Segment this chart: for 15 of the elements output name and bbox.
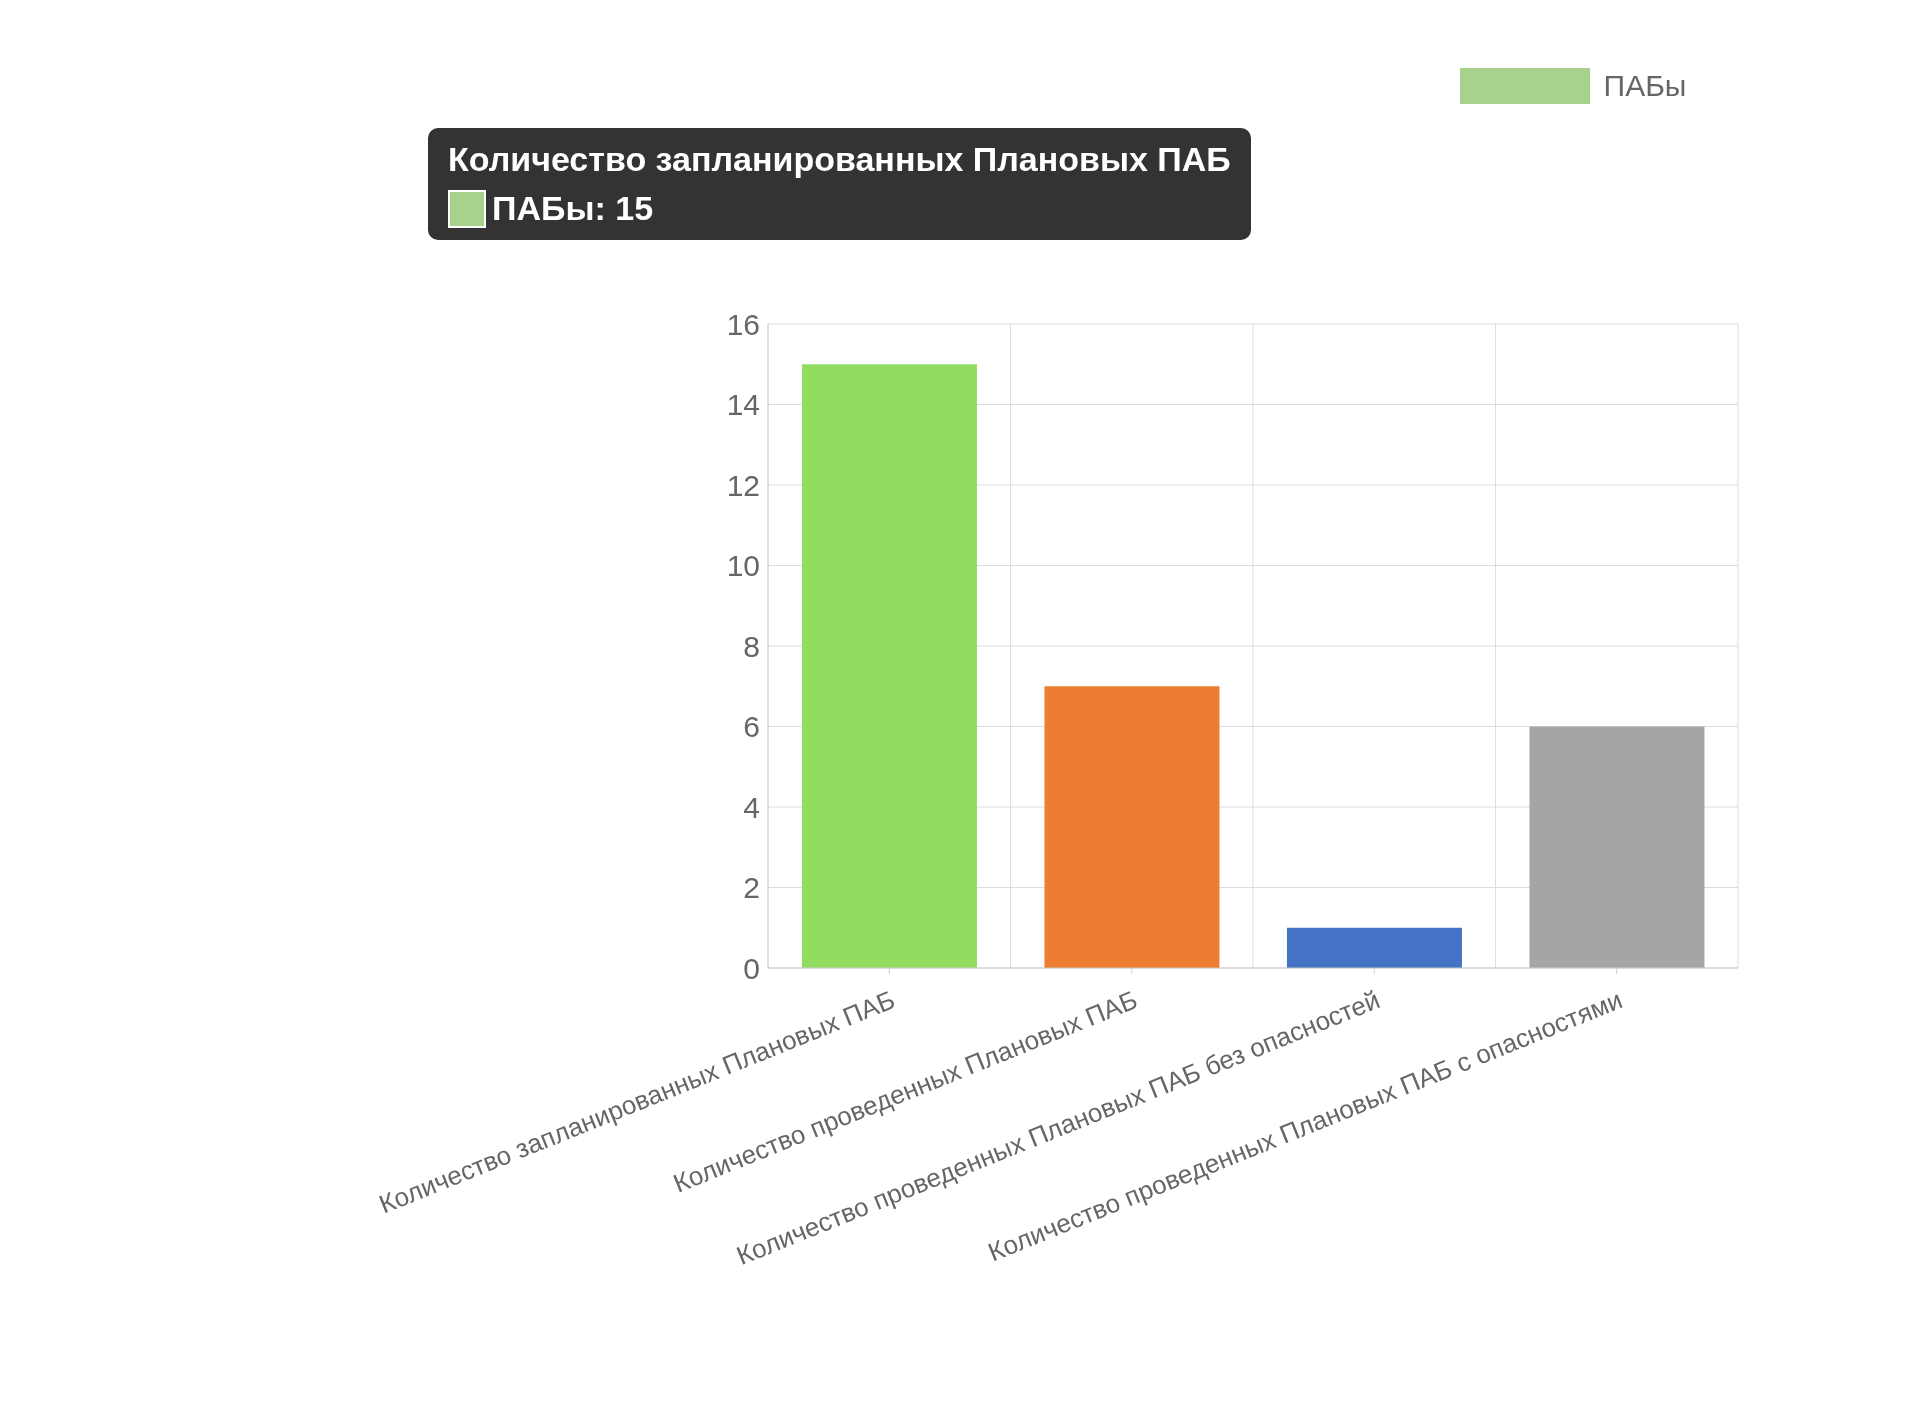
tooltip-box: Количество запланированных Плановых ПАБ ПАБы: 15 (428, 128, 1251, 240)
bar (1529, 726, 1705, 968)
y-tick-label: 12 (726, 468, 760, 502)
y-tick-label: 4 (743, 790, 760, 824)
text: ПАБы (1603, 69, 1687, 103)
y-tick-label: 0 (743, 951, 760, 985)
y-tick-label: 8 (743, 629, 760, 663)
y-tick-label: 10 (726, 549, 760, 583)
y-tick-label: 2 (743, 871, 760, 905)
y-tick-label: 6 (743, 710, 760, 744)
y-tick-label: 16 (726, 307, 760, 341)
bar (1044, 686, 1220, 968)
y-tick-label: 14 (726, 388, 760, 422)
bar (801, 364, 977, 968)
bar (1286, 927, 1462, 968)
